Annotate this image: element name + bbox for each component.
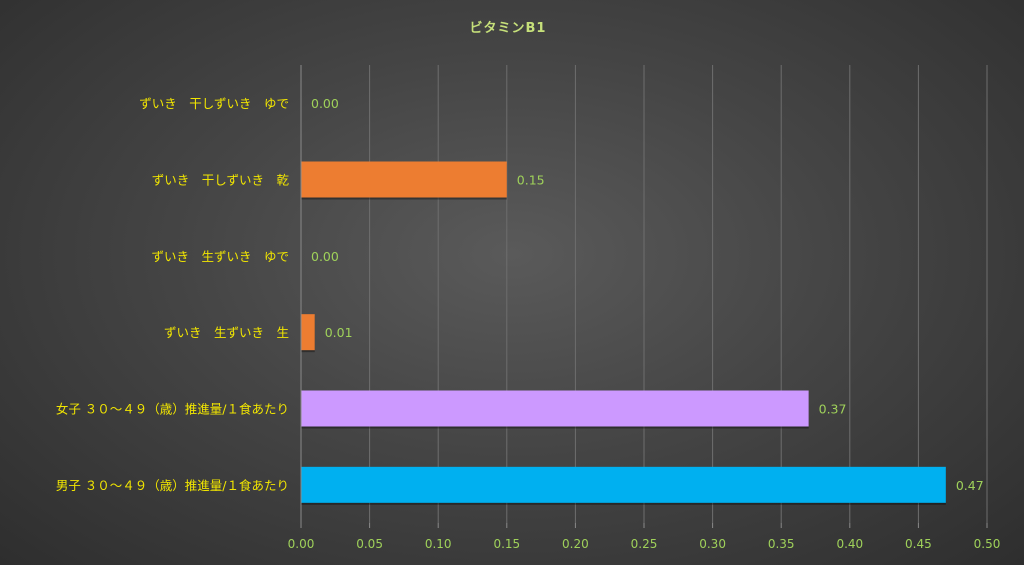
bars: 0.00 0.15 0.00 0.01 0.37 0.47 [301, 96, 984, 505]
bar [301, 161, 507, 198]
category-label: ずいき 干しずいき ゆで [139, 96, 289, 111]
x-tick-label: 0.40 [836, 537, 863, 551]
x-tick-label: 0.25 [631, 537, 658, 551]
x-tick-label: 0.00 [288, 537, 315, 551]
x-tick-label: 0.35 [768, 537, 795, 551]
data-label: 0.00 [311, 249, 339, 264]
bar [301, 314, 315, 351]
x-tick-label: 0.05 [356, 537, 383, 551]
x-tick-label: 0.45 [905, 537, 932, 551]
category-label: ずいき 生ずいき ゆで [151, 249, 289, 264]
chart-title: ビタミンB1 [470, 20, 547, 36]
x-tick-label: 0.30 [699, 537, 726, 551]
bar [301, 390, 809, 427]
category-label: 男子 ３０～４９（歳）推進量/１食あたり [56, 478, 289, 493]
x-tick-label: 0.10 [425, 537, 452, 551]
data-label: 0.15 [517, 173, 545, 188]
data-label: 0.01 [325, 325, 353, 340]
data-label: 0.37 [819, 402, 847, 417]
data-label: 0.00 [311, 96, 339, 111]
category-label: 女子 ３０～４９（歳）推進量/１食あたり [56, 402, 289, 417]
category-label: ずいき 生ずいき 生 [164, 325, 289, 340]
x-axis-ticks: 0.00 0.05 0.10 0.15 0.20 0.25 0.30 0.35 0.40 0.45… [288, 523, 1001, 551]
x-tick-label: 0.20 [562, 537, 589, 551]
grid-lines [369, 65, 988, 523]
category-label: ずいき 干しずいき 乾 [152, 173, 290, 188]
x-tick-label: 0.15 [493, 537, 520, 551]
x-tick-label: 0.50 [974, 537, 1001, 551]
data-label: 0.47 [956, 478, 984, 493]
bar [301, 466, 946, 503]
